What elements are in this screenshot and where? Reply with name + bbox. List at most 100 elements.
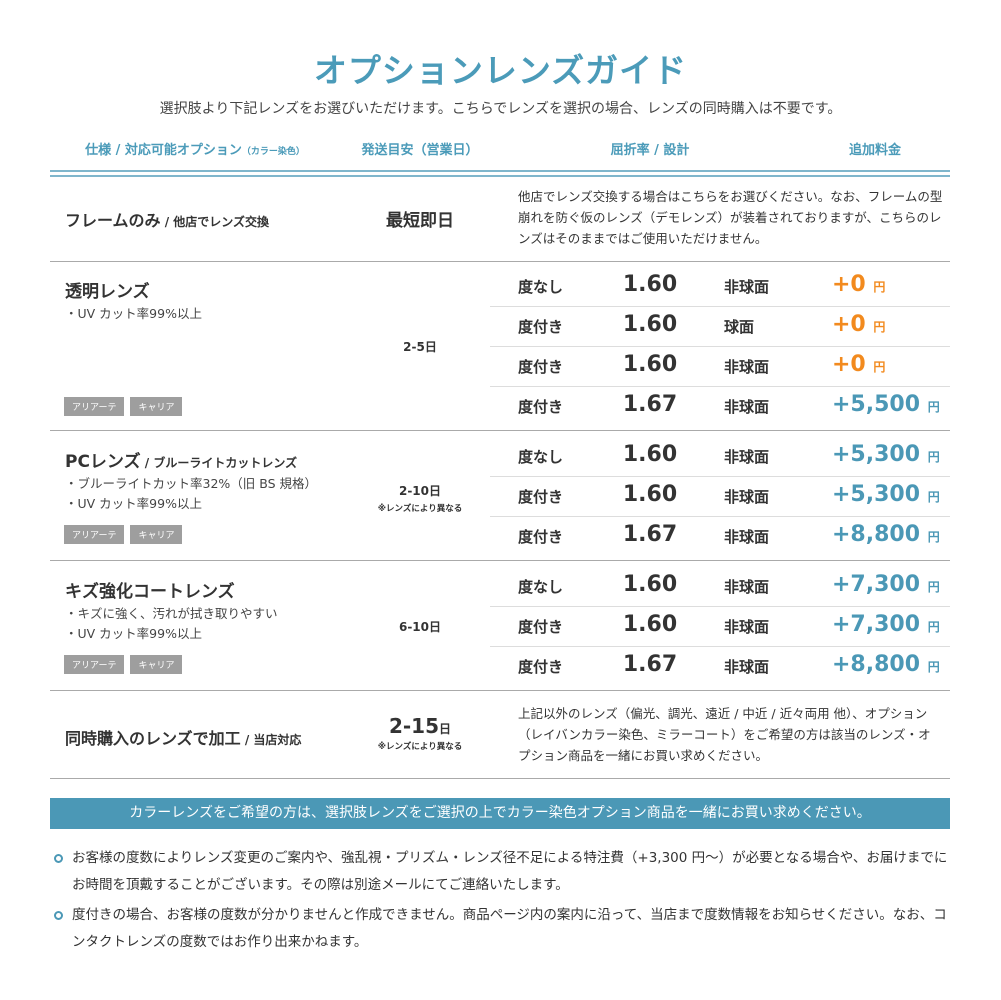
subtitle: 選択肢より下記レンズをお選びいただけます。こちらでレンズを選択の場合、レンズの同… <box>159 101 842 117</box>
lens-design: 非球面 <box>724 398 770 416</box>
price-unit: 円 <box>927 620 940 634</box>
frame-only-desc: 他店でレンズ交換する場合はこちらをお選びください。なお、フレームの型崩れを防ぐ仮… <box>518 189 943 246</box>
section-name: PCレンズ <box>65 452 141 472</box>
additional-price: +7,300 円 <box>832 612 940 637</box>
price-unit: 円 <box>927 530 940 544</box>
price-value: +8,800 <box>832 522 921 547</box>
section-title: 透明レンズ <box>65 277 150 302</box>
note-2: 度付きの場合、お客様の度数が分かりませんと作成できません。商品ページ内の案内に沿… <box>54 902 952 956</box>
note-text: お客様の度数によりレンズ変更のご案内や、強乱視・プリズム・レンズ径不足による特注… <box>72 850 948 893</box>
price-unit: 円 <box>927 490 940 504</box>
processing-days-note: ※レンズにより異なる <box>377 742 463 752</box>
price-unit: 円 <box>873 280 886 294</box>
prescription-label: 度付き <box>518 318 564 336</box>
refractive-index: 1.60 <box>622 612 678 637</box>
divider <box>50 261 950 262</box>
spec-bullet: ・キズに強く、汚れが拭き取りやすい <box>65 606 278 621</box>
refractive-index: 1.60 <box>622 312 678 337</box>
lens-option-row: 度付き 1.67 非球面 +8,800 円 <box>490 646 950 686</box>
section-title: PCレンズ / ブルーライトカットレンズ <box>65 447 297 472</box>
spec-bullet: ・UV カット率99%以上 <box>65 306 202 321</box>
days-value: 2-5 <box>403 340 425 354</box>
processing-sub: / 当店対応 <box>240 733 302 747</box>
section-sub: / ブルーライトカットレンズ <box>140 456 298 470</box>
lens-option-row: 度付き 1.67 非球面 +5,500 円 <box>490 386 950 426</box>
lens-option-row: 度付き 1.60 非球面 +0 円 <box>490 346 950 386</box>
additional-price: +5,500 円 <box>832 392 940 417</box>
divider <box>50 430 950 431</box>
header-spec-small: （カラー染色） <box>241 147 305 157</box>
days-value: 6-10 <box>398 620 429 634</box>
lens-design: 非球面 <box>724 448 770 466</box>
additional-price: +5,300 円 <box>832 482 940 507</box>
lens-design: 非球面 <box>724 528 770 546</box>
row-divider <box>490 606 950 607</box>
lens-design: 非球面 <box>724 658 770 676</box>
price-value: +5,300 <box>832 482 921 507</box>
header-shipping: 発送目安（営業日） <box>361 143 479 158</box>
prescription-label: 度付き <box>518 358 564 376</box>
price-value: +5,500 <box>832 392 921 417</box>
divider <box>50 778 950 779</box>
row-divider <box>490 346 950 347</box>
header-spec-label: 仕様 / 対応可能オプション <box>85 143 242 158</box>
price-unit: 円 <box>927 400 940 414</box>
additional-price: +0 円 <box>832 312 885 337</box>
processing-desc: 上記以外のレンズ（偏光、調光、遠近 / 中近 / 近々両用 他）、オプション（レ… <box>518 706 931 763</box>
header-index: 屈折率 / 設計 <box>610 143 690 158</box>
lens-design: 非球面 <box>724 488 770 506</box>
lens-option-row: 度付き 1.60 非球面 +5,300 円 <box>490 476 950 516</box>
frame-only-sub: / 他店でレンズ交換 <box>160 215 270 229</box>
refractive-index: 1.67 <box>622 522 678 547</box>
shipping-days: 2-10日 ※レンズにより異なる <box>350 476 490 514</box>
lens-option-row: 度付き 1.60 球面 +0 円 <box>490 306 950 346</box>
row-divider <box>490 516 950 517</box>
prescription-label: 度付き <box>518 658 564 676</box>
section-name: キズ強化コートレンズ <box>65 582 235 602</box>
processing-days: 2-15日 ※レンズにより異なる <box>350 714 490 752</box>
section-name: 透明レンズ <box>65 282 150 302</box>
option-tag: キャリア <box>130 655 183 674</box>
spec-bullet: ・ブルーライトカット率32%（旧 BS 規格） <box>65 476 318 491</box>
price-value: +0 <box>832 352 866 377</box>
prescription-label: 度なし <box>518 278 564 296</box>
refractive-index: 1.60 <box>622 442 678 467</box>
row-divider <box>490 306 950 307</box>
row-divider <box>490 646 950 647</box>
price-unit: 円 <box>927 580 940 594</box>
days-value: 2-10 <box>398 484 429 498</box>
lens-option-row: 度付き 1.67 非球面 +8,800 円 <box>490 516 950 556</box>
price-value: +0 <box>832 272 866 297</box>
prescription-label: 度なし <box>518 448 564 466</box>
header-spec: 仕様 / 対応可能オプション（カラー染色） <box>60 139 330 158</box>
option-tags: アリアーテ キャリア <box>64 395 188 416</box>
option-tag: キャリア <box>130 525 183 544</box>
processing-days-unit: 日 <box>439 722 452 736</box>
lens-option-row: 度付き 1.60 非球面 +7,300 円 <box>490 606 950 646</box>
additional-price: +8,800 円 <box>832 652 940 677</box>
option-tag: アリアーテ <box>64 655 125 674</box>
days-note: ※レンズにより異なる <box>377 504 463 514</box>
processing-days-value: 2-15 <box>388 714 440 738</box>
days-unit: 日 <box>429 620 442 634</box>
additional-price: +0 円 <box>832 272 885 297</box>
additional-price: +0 円 <box>832 352 885 377</box>
option-tag: アリアーテ <box>64 397 125 416</box>
page-title: オプションレンズガイド <box>313 51 688 90</box>
processing-title: 同時購入のレンズで加工 / 当店対応 <box>65 725 301 749</box>
frame-only-title: フレームのみ / 他店でレンズ交換 <box>65 207 269 231</box>
divider <box>50 690 950 691</box>
price-unit: 円 <box>873 360 886 374</box>
shipping-days: 6-10日 <box>350 612 490 636</box>
days-unit: 日 <box>424 340 437 354</box>
frame-only-days: 最短即日 <box>386 211 454 231</box>
price-unit: 円 <box>927 660 940 674</box>
lens-design: 球面 <box>724 318 755 336</box>
price-value: +8,800 <box>832 652 921 677</box>
option-tag: キャリア <box>130 397 183 416</box>
divider <box>50 175 950 177</box>
prescription-label: 度付き <box>518 488 564 506</box>
processing-name: 同時購入のレンズで加工 <box>65 729 241 748</box>
spec-bullet: ・UV カット率99%以上 <box>65 626 202 641</box>
circle-bullet-icon <box>54 854 63 863</box>
